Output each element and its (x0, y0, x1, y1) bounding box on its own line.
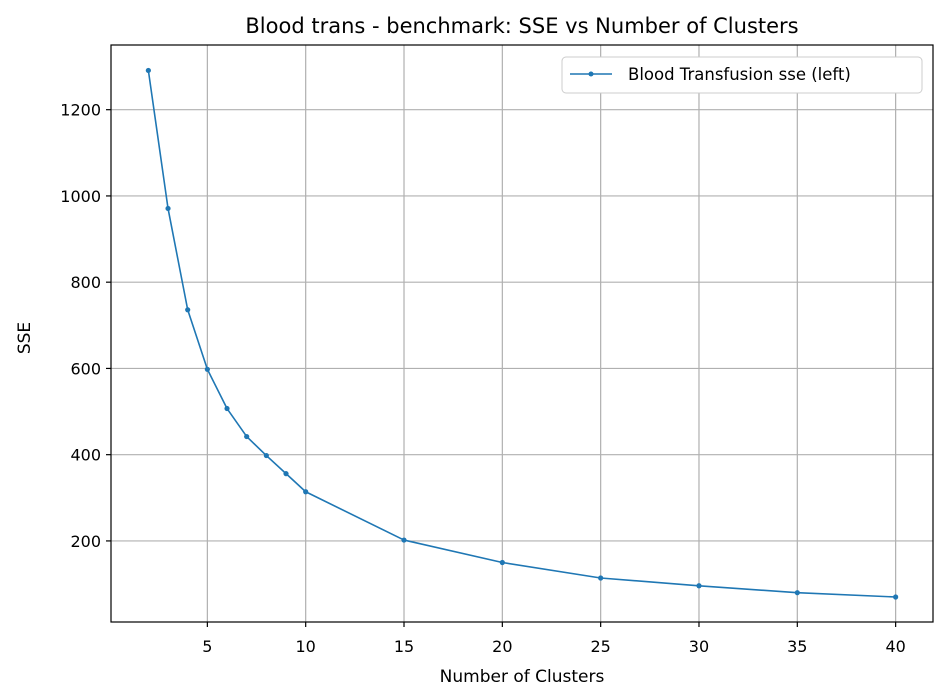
legend-label: Blood Transfusion sse (left) (628, 65, 851, 84)
x-tick-label: 40 (885, 637, 905, 656)
y-tick-label: 1200 (60, 101, 101, 120)
chart-title: Blood trans - benchmark: SSE vs Number o… (245, 14, 798, 38)
data-point (244, 433, 250, 440)
y-axis-title: SSE (15, 322, 35, 354)
data-point (224, 405, 230, 412)
x-tick-label: 30 (689, 637, 709, 656)
data-point (145, 67, 151, 74)
x-tick-label: 10 (296, 637, 316, 656)
y-tick-label: 200 (70, 532, 101, 551)
x-tick-label: 20 (492, 637, 512, 656)
legend: Blood Transfusion sse (left) (561, 56, 923, 94)
data-point (401, 537, 407, 543)
axis-ticks: 5 10 15 20 25 30 35 40 200 400 600 800 1000 1200 (60, 101, 906, 656)
data-point (185, 307, 191, 313)
y-tick-label: 800 (70, 273, 101, 292)
data-point (204, 366, 210, 372)
data-point (893, 594, 899, 600)
y-tick-label: 1000 (60, 187, 101, 206)
data-point (165, 205, 171, 212)
x-tick-label: 25 (590, 637, 610, 656)
x-tick-label: 35 (787, 637, 807, 656)
data-point (303, 489, 309, 495)
data-point (696, 583, 702, 589)
x-tick-label: 15 (394, 637, 414, 656)
data-point (794, 590, 800, 596)
y-tick-label: 600 (70, 359, 101, 378)
data-point (263, 452, 269, 459)
y-tick-label: 400 (70, 446, 101, 465)
data-point (499, 559, 505, 566)
x-tick-label: 5 (202, 637, 212, 656)
grid-lines (111, 45, 933, 622)
legend-box (561, 56, 923, 94)
data-point (283, 471, 289, 477)
legend-marker-swatch (588, 71, 594, 77)
series-layer (145, 67, 899, 600)
data-point (598, 575, 604, 581)
plot-frame (110, 44, 934, 623)
x-axis-title: Number of Clusters (440, 667, 605, 687)
